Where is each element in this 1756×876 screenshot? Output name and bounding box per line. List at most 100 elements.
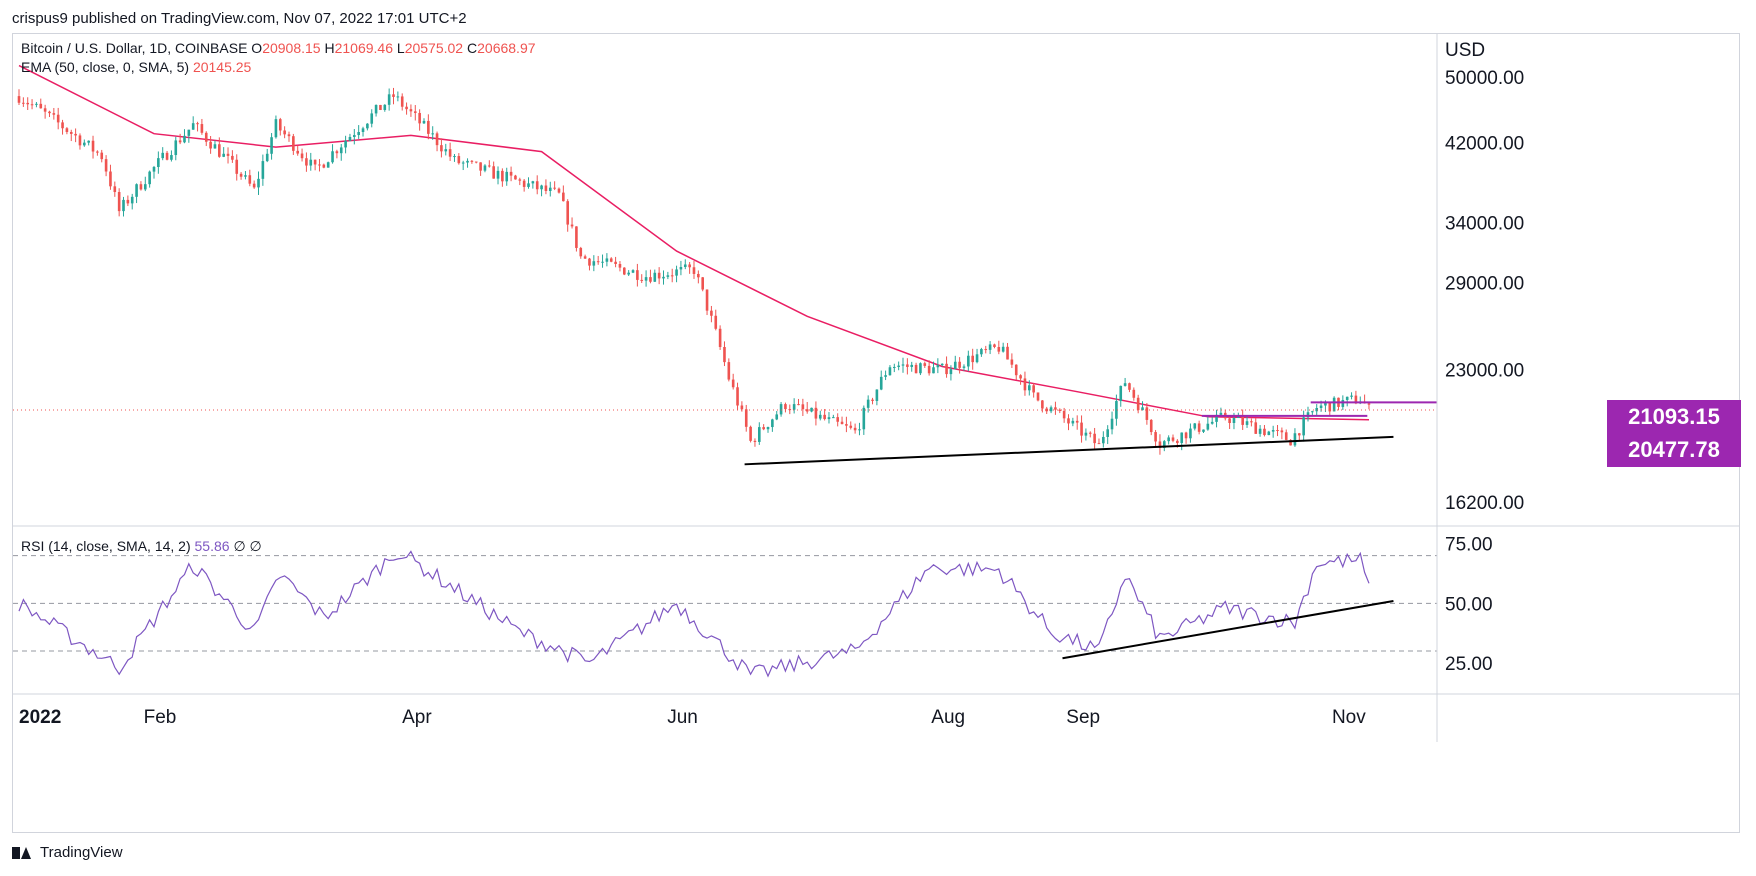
candle-body [879, 376, 883, 390]
candle-body [749, 426, 752, 441]
candle-body [1158, 441, 1162, 448]
candle-body [1141, 407, 1144, 411]
candle-body [1067, 418, 1070, 424]
candle-body [940, 363, 944, 366]
candle-body [178, 140, 182, 143]
candle-body [1006, 346, 1009, 360]
candle-body [923, 363, 927, 366]
candle-body [1080, 422, 1083, 436]
candle-body [692, 267, 696, 274]
candle-body [1237, 416, 1240, 418]
candle-body [897, 365, 900, 367]
candle-body [235, 159, 239, 174]
ema-layer [18, 64, 1370, 421]
rsi-trendline [1062, 599, 1394, 660]
candle-body [731, 379, 735, 388]
candle-body [858, 429, 861, 431]
candle-body [1149, 419, 1153, 433]
candle-body [601, 261, 604, 263]
candle-body [618, 263, 622, 268]
candle-body [1054, 407, 1057, 410]
candle-body [22, 102, 25, 104]
candle-body [400, 96, 404, 107]
candle-body [1328, 402, 1332, 412]
candle-body [170, 155, 173, 160]
tradingview-logo-icon [12, 846, 34, 859]
price-axis-unit: USD [1445, 40, 1485, 61]
candle-body [853, 427, 857, 431]
chart-canvas[interactable]: USD 50000.00 42000.00 34000.00 29000.00 23000… [13, 34, 1739, 832]
candle-body [361, 128, 365, 132]
candle-body [139, 184, 143, 190]
candle-body [958, 361, 961, 368]
candle-body [248, 175, 252, 184]
candle-body [818, 414, 822, 419]
candle-body [675, 269, 678, 276]
candle-body [1315, 408, 1319, 412]
candle-body [313, 159, 317, 165]
candle-body [962, 366, 966, 368]
candle-body [35, 103, 38, 105]
candle-body [1202, 429, 1205, 432]
publisher-header: crispus9 published on TradingView.com, N… [12, 10, 467, 27]
candle-body [165, 152, 169, 160]
candle-body [1280, 430, 1284, 433]
candle-body [1132, 389, 1136, 398]
candle-body [779, 404, 783, 415]
candle-body [710, 310, 713, 316]
candle-body [662, 276, 665, 279]
candle-body [570, 224, 574, 227]
time-tick-label: Aug [931, 707, 965, 728]
candle-body [1206, 423, 1210, 430]
candle-body [326, 162, 330, 168]
candle-body [109, 171, 112, 187]
candle-body [357, 131, 360, 136]
candle-body [453, 156, 456, 158]
candle-body [566, 201, 570, 225]
candle-body [588, 258, 591, 266]
candle-body [1189, 428, 1192, 439]
candle-body [871, 399, 874, 401]
candle-body [666, 275, 670, 277]
candle-body [300, 153, 304, 159]
candle-body [135, 184, 138, 197]
candle-body [126, 199, 130, 204]
candle-body [1228, 418, 1231, 423]
candle-body [1367, 403, 1371, 405]
candle-body [257, 178, 260, 188]
candle-body [553, 187, 556, 189]
candle-body [1001, 346, 1005, 352]
candle-body [387, 94, 391, 105]
candle-body [265, 153, 269, 162]
time-tick-label: Apr [402, 707, 432, 728]
candle-body [945, 363, 948, 375]
candle-body [649, 277, 652, 282]
candle-body [1210, 421, 1214, 424]
candle-body [366, 123, 369, 129]
candle-body [1088, 432, 1092, 434]
candle-body [805, 409, 809, 412]
candle-body [26, 102, 30, 105]
footer: TradingView [12, 844, 123, 861]
candle-body [1041, 400, 1044, 409]
candle-body [631, 270, 635, 273]
candle-body [305, 158, 308, 166]
candle-body [936, 365, 940, 368]
chart-frame[interactable]: USD 50000.00 42000.00 34000.00 29000.00 23000… [12, 33, 1741, 833]
candle-body [213, 144, 217, 149]
candle-body [1293, 433, 1297, 446]
candle-body [540, 185, 543, 190]
candle-body [1027, 385, 1031, 391]
ema-label: EMA (50, close, 0, SMA, 5) [21, 59, 190, 75]
candle-body [409, 109, 413, 112]
candle-body [1306, 412, 1310, 418]
candle-body [435, 133, 439, 146]
candle-body [379, 104, 382, 110]
candle-body [261, 161, 265, 179]
candle-body [609, 258, 613, 262]
candle-body [226, 153, 230, 156]
candle-body [718, 328, 722, 347]
candle-body [884, 375, 887, 377]
time-tick-label: 2022 [19, 707, 61, 728]
candle-body [174, 140, 178, 156]
